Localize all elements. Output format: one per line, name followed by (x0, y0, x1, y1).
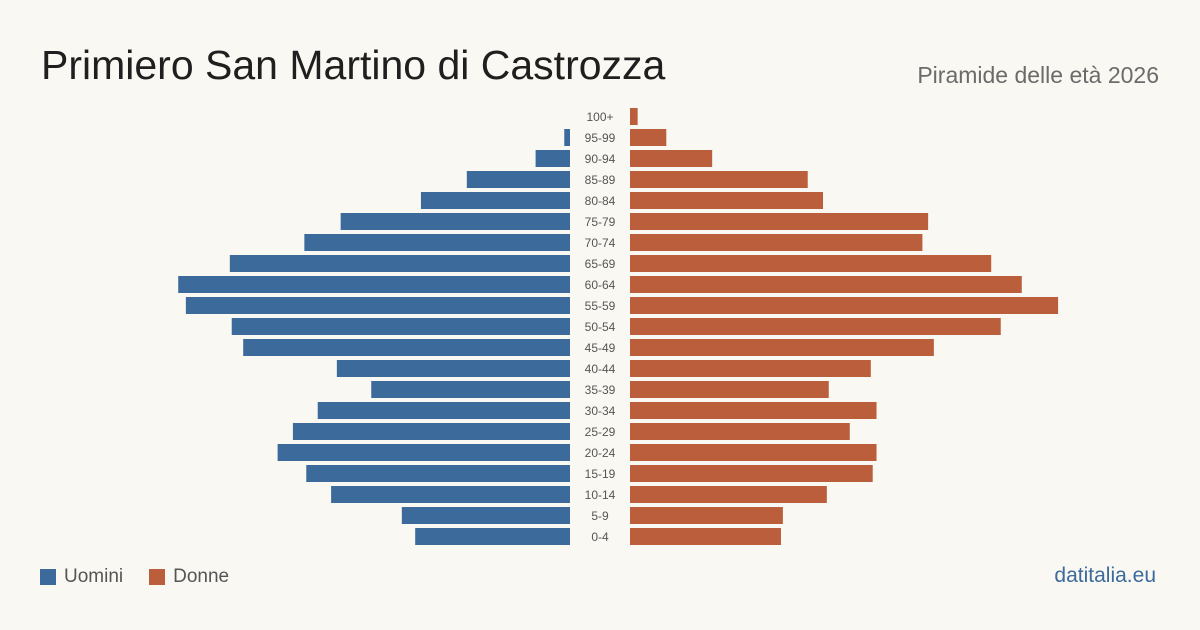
bar-men-35-39 (371, 381, 570, 398)
bar-men-95-99 (564, 129, 570, 146)
bar-men-30-34 (317, 402, 570, 419)
age-label-70-74: 70-74 (585, 236, 616, 250)
bar-men-15-19 (306, 465, 570, 482)
bar-women-65-69 (630, 255, 992, 272)
bar-men-10-14 (331, 486, 570, 503)
bar-men-65-69 (229, 255, 571, 272)
age-label-85-89: 85-89 (585, 173, 616, 187)
age-label-50-54: 50-54 (585, 320, 616, 334)
age-label-0-4: 0-4 (591, 530, 609, 544)
bar-men-80-84 (420, 192, 570, 209)
age-label-5-9: 5-9 (591, 509, 609, 523)
age-label-10-14: 10-14 (585, 488, 616, 502)
bar-women-35-39 (630, 381, 829, 398)
age-label-20-24: 20-24 (585, 446, 616, 460)
bar-women-20-24 (630, 444, 877, 461)
legend-swatch-men (40, 569, 56, 585)
bar-men-5-9 (401, 507, 570, 524)
age-label-100+: 100+ (586, 110, 613, 124)
bar-women-30-34 (630, 402, 877, 419)
bar-men-60-64 (178, 276, 570, 293)
bar-men-25-29 (292, 423, 570, 440)
brand-link[interactable]: datitalia.eu (1054, 564, 1156, 587)
bar-women-70-74 (630, 234, 923, 251)
age-label-65-69: 65-69 (585, 257, 616, 271)
bar-men-45-49 (243, 339, 570, 356)
bar-women-100+ (630, 108, 638, 125)
bar-women-5-9 (630, 507, 783, 524)
age-label-55-59: 55-59 (585, 299, 616, 313)
legend-item-women: Donne (149, 566, 229, 588)
age-label-45-49: 45-49 (585, 341, 616, 355)
bar-men-40-44 (336, 360, 570, 377)
age-label-80-84: 80-84 (585, 194, 616, 208)
bar-women-90-94 (630, 150, 713, 167)
bar-women-25-29 (630, 423, 850, 440)
bar-women-10-14 (630, 486, 827, 503)
legend: Uomini Donne (40, 566, 255, 588)
bar-men-85-89 (466, 171, 570, 188)
bar-men-70-74 (304, 234, 570, 251)
bar-women-95-99 (630, 129, 667, 146)
bar-men-75-79 (340, 213, 570, 230)
bar-women-0-4 (630, 528, 781, 545)
legend-label-women: Donne (173, 566, 230, 587)
legend-label-men: Uomini (64, 566, 124, 587)
age-label-90-94: 90-94 (585, 152, 616, 166)
bar-women-45-49 (630, 339, 934, 356)
bar-women-15-19 (630, 465, 873, 482)
age-label-60-64: 60-64 (585, 278, 616, 292)
age-label-35-39: 35-39 (585, 383, 616, 397)
bar-men-0-4 (415, 528, 570, 545)
age-label-15-19: 15-19 (585, 467, 616, 481)
bar-men-20-24 (277, 444, 570, 461)
age-label-95-99: 95-99 (585, 131, 616, 145)
age-label-25-29: 25-29 (585, 425, 616, 439)
bar-women-80-84 (630, 192, 824, 209)
legend-item-men: Uomini (40, 566, 123, 588)
age-label-30-34: 30-34 (585, 404, 616, 418)
chart-subtitle: Piramide delle età 2026 (917, 62, 1159, 88)
legend-swatch-women (149, 569, 166, 585)
bar-women-85-89 (630, 171, 808, 188)
bar-women-55-59 (630, 297, 1059, 314)
bar-men-50-54 (231, 318, 570, 335)
chart-title: Primiero San Martino di Castrozza (41, 42, 666, 88)
bar-men-90-94 (535, 150, 570, 167)
bar-women-40-44 (630, 360, 871, 377)
age-label-40-44: 40-44 (585, 362, 616, 376)
bar-men-55-59 (185, 297, 570, 314)
age-label-75-79: 75-79 (585, 215, 616, 229)
bar-women-60-64 (630, 276, 1022, 293)
bar-women-50-54 (630, 318, 1001, 335)
bar-women-75-79 (630, 213, 929, 230)
